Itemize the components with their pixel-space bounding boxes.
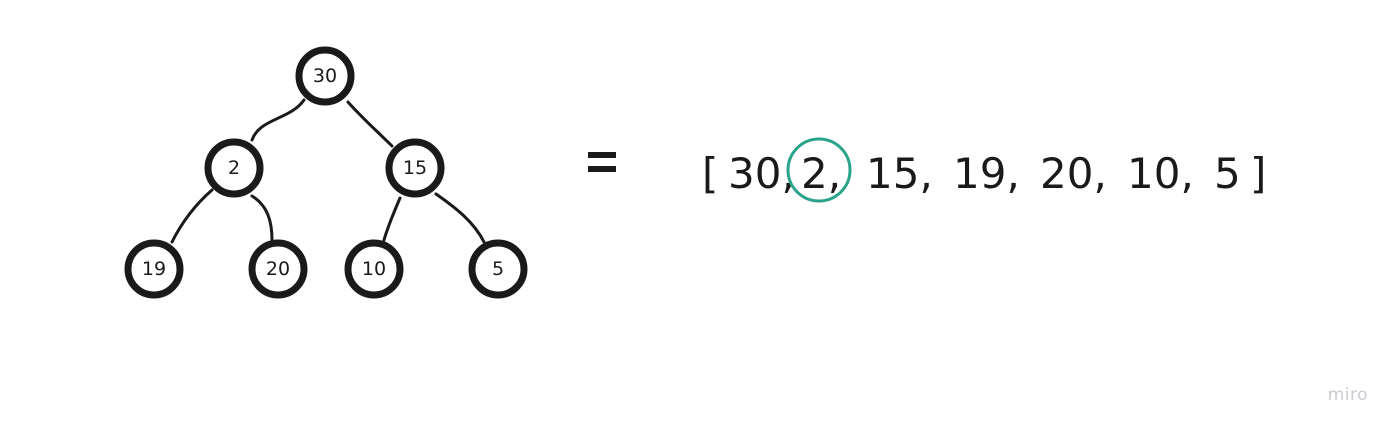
array-close-bracket: ]: [1250, 149, 1266, 198]
node-label-left-right: 20: [266, 258, 290, 280]
tree-node-left: 2: [204, 138, 264, 198]
node-label-left: 2: [228, 157, 240, 179]
edge-right-rightright: [434, 192, 486, 244]
highlight-circle: [786, 137, 852, 203]
edge-right-rightleft: [382, 196, 402, 242]
array-item-3: 19,: [953, 149, 1020, 198]
tree-node-left-right: 20: [248, 239, 308, 299]
tree-node-right-left: 10: [344, 239, 404, 299]
array-item-2: 15,: [866, 149, 933, 198]
tree-node-left-left: 19: [124, 239, 184, 299]
edge-left-leftright: [250, 194, 274, 242]
node-label-root: 30: [313, 65, 337, 87]
array-representation: [ 30, 2, 15, 19, 20, 10, 5 ]: [702, 137, 1266, 203]
array-item-6: 5: [1214, 149, 1241, 198]
array-item-1: 2,: [801, 149, 841, 198]
node-label-right-left: 10: [362, 258, 386, 280]
tree-node-right-right: 5: [468, 239, 528, 299]
array-open-bracket: [: [702, 149, 718, 198]
equals-sign: [588, 152, 616, 172]
node-label-left-left: 19: [142, 258, 166, 280]
tree-node-root: 30: [295, 46, 355, 106]
node-label-right-right: 5: [492, 258, 504, 280]
tree-node-right: 15: [385, 138, 445, 198]
array-item-5: 10,: [1127, 149, 1194, 198]
node-label-right: 15: [403, 157, 427, 179]
array-item-0: 30,: [728, 149, 795, 198]
miro-watermark: miro: [1327, 385, 1368, 405]
edge-root-right: [346, 100, 394, 148]
edge-left-leftleft: [170, 188, 214, 244]
array-item-4: 20,: [1040, 149, 1107, 198]
edge-root-left: [250, 98, 306, 142]
